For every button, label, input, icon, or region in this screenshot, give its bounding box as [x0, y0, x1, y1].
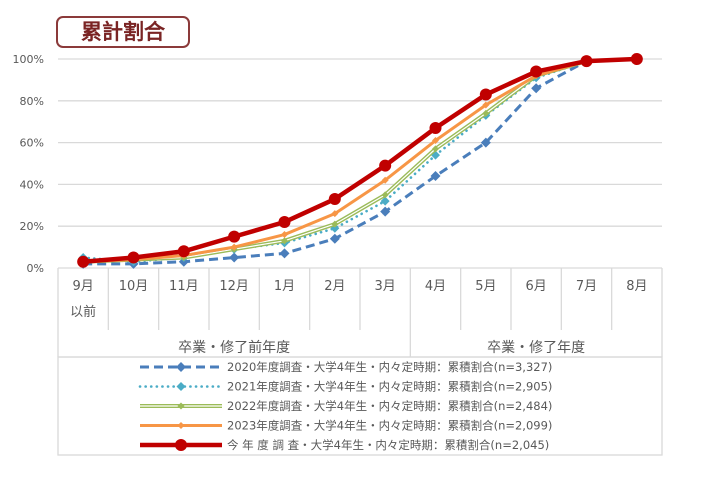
data-point-3	[432, 137, 439, 145]
data-point-4	[328, 193, 341, 206]
x-tick-label: 8月	[626, 279, 647, 294]
legend-marker-3	[177, 422, 185, 429]
legend-label: 2020年度調査・大学4年生・内々定時期：累積割合(n=3,327)	[227, 360, 552, 374]
x-tick-label: 7月	[576, 279, 597, 294]
data-point-0	[430, 171, 441, 182]
data-point-4	[479, 88, 492, 101]
data-point-4	[530, 65, 543, 78]
x-tick-label: 2月	[324, 279, 345, 294]
data-point-2	[281, 237, 288, 245]
x-tick-label: 5月	[475, 279, 496, 294]
x-tick-label: 6月	[526, 279, 547, 294]
data-point-0	[329, 233, 340, 244]
data-point-4	[429, 121, 442, 134]
y-tick-label: 60%	[20, 137, 44, 150]
legend-label: 2023年度調査・大学4年生・内々定時期：累積割合(n=2,099)	[227, 419, 552, 433]
x-tick-label: 9月	[73, 279, 94, 294]
data-point-4	[127, 251, 140, 264]
data-point-4	[77, 255, 90, 268]
data-point-2	[482, 109, 490, 117]
legend-marker-4	[175, 439, 187, 451]
chart-title: 累計割合	[56, 16, 190, 48]
y-tick-label: 20%	[20, 220, 44, 233]
data-point-2	[381, 191, 389, 199]
data-point-1	[380, 196, 390, 206]
data-point-4	[580, 55, 593, 68]
x-tick-label: 11月	[169, 279, 199, 294]
x-tick-label: 10月	[119, 279, 149, 294]
data-point-4	[228, 230, 241, 243]
legend-marker-0	[176, 362, 186, 372]
legend-marker-2	[177, 402, 185, 410]
data-point-4	[278, 216, 291, 229]
x-tick-label: 1月	[274, 279, 295, 294]
data-point-4	[379, 159, 392, 172]
x-tick-label: 以前	[70, 304, 96, 320]
data-point-2	[432, 145, 439, 153]
data-point-0	[279, 248, 290, 259]
data-point-3	[281, 231, 288, 239]
data-point-0	[229, 252, 240, 263]
y-tick-label: 40%	[20, 178, 44, 191]
category-group-label: 卒業・修了年度	[487, 340, 585, 356]
data-point-0	[480, 137, 491, 148]
y-tick-label: 0%	[27, 262, 44, 275]
series-line-4	[82, 56, 637, 264]
x-tick-label: 4月	[425, 279, 446, 294]
category-group-label: 卒業・修了前年度	[178, 339, 290, 356]
data-point-3	[331, 210, 339, 218]
y-tick-label: 100%	[13, 53, 44, 66]
data-point-3	[230, 243, 238, 251]
legend-label: 2021年度調査・大学4年生・内々定時期：累積割合(n=2,905)	[227, 380, 552, 394]
data-point-2	[331, 220, 339, 228]
data-point-0	[531, 83, 542, 94]
data-point-3	[482, 101, 490, 109]
x-tick-label: 12月	[219, 279, 249, 294]
data-point-4	[177, 245, 190, 258]
legend-label: 今 年 度 調 査・大学4年生・内々定時期：累積割合(n=2,045)	[227, 438, 549, 452]
legend-label: 2022年度調査・大学4年生・内々定時期：累積割合(n=2,484)	[227, 399, 552, 413]
x-tick-label: 3月	[375, 279, 396, 294]
y-tick-label: 80%	[20, 95, 44, 108]
legend-marker-1	[176, 382, 186, 391]
legend-box	[57, 356, 663, 456]
data-point-3	[381, 176, 389, 184]
data-point-0	[380, 206, 391, 217]
data-point-4	[630, 53, 643, 65]
